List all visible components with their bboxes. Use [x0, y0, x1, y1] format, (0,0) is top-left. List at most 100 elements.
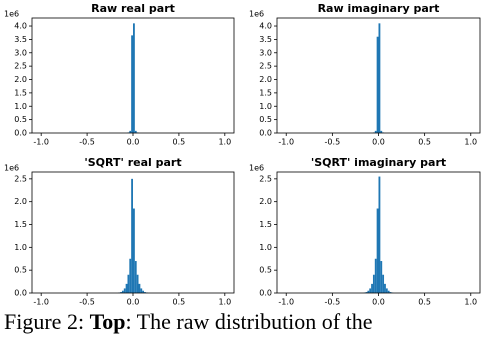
caption: Figure 2: Top: The raw distribution of t…	[4, 309, 373, 335]
y-tick-label: 0.5	[14, 266, 27, 275]
bar	[140, 288, 143, 293]
x-tick-label: -1.0	[33, 298, 49, 307]
y-tick-label: 2.0	[14, 75, 27, 84]
bar	[382, 274, 385, 293]
y-tick-label: 3.5	[14, 35, 27, 44]
y-tick-label: 1.5	[259, 88, 272, 97]
x-tick-label: 0.5	[173, 298, 186, 307]
x-tick-label: -0.5	[325, 298, 341, 307]
bar	[133, 208, 135, 293]
y-tick-label: 0.5	[259, 115, 272, 124]
x-tick-label: -0.5	[79, 138, 95, 147]
x-tick-label: 0.0	[127, 298, 140, 307]
bar	[136, 274, 139, 293]
bar	[142, 290, 145, 293]
bar	[121, 290, 124, 293]
bar	[369, 288, 372, 293]
bar	[389, 292, 392, 293]
x-tick-label: 1.0	[464, 138, 477, 147]
bar	[134, 130, 137, 133]
caption-bold: Top	[89, 309, 126, 334]
y-tick-label: 3.0	[259, 48, 272, 57]
bar	[378, 23, 381, 133]
x-tick-label: 0.0	[372, 298, 385, 307]
y-offset-label: 1e6	[4, 10, 19, 19]
y-tick-label: 2.0	[14, 197, 27, 206]
bar	[133, 23, 135, 133]
y-tick-label: 0.5	[259, 266, 272, 275]
bar	[138, 283, 141, 293]
bar	[125, 283, 128, 293]
y-tick-label: 1.0	[14, 243, 27, 252]
y-tick-label: 2.5	[14, 62, 27, 71]
bar	[376, 208, 379, 293]
y-tick-label: 1.5	[259, 220, 272, 229]
y-tick-label: 2.5	[259, 62, 272, 71]
bar	[365, 292, 368, 293]
axes-frame	[31, 17, 235, 134]
y-tick-label: 2.0	[259, 197, 272, 206]
caption-label: Figure 2:	[4, 309, 85, 334]
y-offset-label: 1e6	[249, 10, 264, 19]
y-tick-label: 1.5	[14, 88, 27, 97]
bar	[123, 288, 126, 293]
subplot-title: 'SQRT' real part	[84, 156, 181, 169]
y-tick-label: 1.0	[259, 102, 272, 111]
x-tick-label: -0.5	[79, 298, 95, 307]
bar	[144, 292, 146, 293]
axes-frame	[276, 171, 481, 294]
bar	[374, 258, 377, 293]
x-tick-label: -1.0	[278, 138, 294, 147]
subplot-title: 'SQRT' imaginary part	[311, 156, 446, 169]
y-tick-label: 4.0	[259, 22, 272, 31]
x-tick-label: 1.0	[218, 138, 231, 147]
y-tick-label: 1.0	[259, 243, 272, 252]
bar	[367, 290, 370, 293]
x-tick-label: 0.0	[127, 138, 140, 147]
bar	[384, 283, 386, 293]
y-tick-label: 1.0	[14, 102, 27, 111]
x-tick-label: -1.0	[33, 138, 49, 147]
bar	[127, 274, 130, 293]
y-tick-label: 1.5	[14, 220, 27, 229]
subplot-title: Raw real part	[91, 2, 175, 15]
y-tick-label: 0.0	[14, 129, 27, 138]
x-tick-label: 1.0	[218, 298, 231, 307]
y-tick-label: 3.5	[259, 35, 272, 44]
x-tick-label: -1.0	[278, 298, 294, 307]
figure: Raw real part 1e6 0.0 0.5 1.0 1.5 2.0 2.5 3.0 3.5…	[4, 2, 481, 307]
y-offset-label: 1e6	[249, 164, 264, 173]
y-tick-label: 2.5	[259, 174, 272, 183]
bar	[380, 261, 383, 293]
bar	[376, 36, 379, 133]
bar	[372, 274, 375, 293]
x-tick-label: 0.0	[372, 138, 385, 147]
y-tick-label: 2.5	[14, 174, 27, 183]
y-tick-label: 0.0	[259, 129, 272, 138]
caption-text: : The raw distribution of the	[125, 309, 373, 334]
bar	[380, 130, 383, 133]
axes-frame	[276, 17, 481, 134]
axes-frame	[31, 171, 235, 294]
y-tick-label: 3.0	[14, 48, 27, 57]
bar	[120, 292, 122, 293]
bar	[378, 176, 381, 293]
bar	[371, 283, 373, 293]
bar	[129, 130, 132, 133]
bar	[129, 258, 132, 293]
y-offset-label: 1e6	[4, 164, 19, 173]
bar	[387, 290, 390, 293]
bar	[374, 130, 377, 133]
y-tick-label: 0.5	[14, 115, 27, 124]
x-tick-label: 1.0	[464, 298, 477, 307]
bar	[131, 35, 133, 133]
y-tick-label: 0.0	[14, 289, 27, 298]
subplot-title: Raw imaginary part	[318, 2, 440, 15]
x-tick-label: 0.5	[418, 138, 431, 147]
x-tick-label: 0.5	[418, 298, 431, 307]
y-tick-label: 4.0	[14, 22, 27, 31]
bar	[131, 178, 133, 293]
x-tick-label: -0.5	[325, 138, 341, 147]
bar	[134, 261, 137, 293]
